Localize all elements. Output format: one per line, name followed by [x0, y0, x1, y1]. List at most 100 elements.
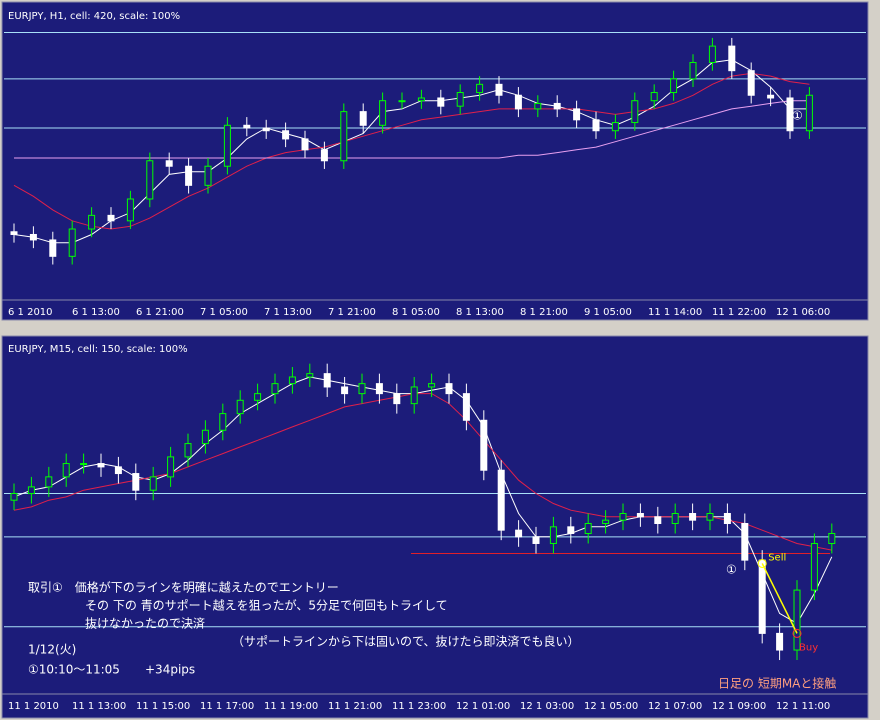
moving-average [14, 100, 810, 159]
annotation: ①10:10～11:05 [28, 663, 120, 677]
chart-title: EURJPY, H1, cell: 420, scale: 100% [8, 11, 180, 22]
candle-body [49, 239, 57, 257]
candle-body [223, 124, 231, 167]
candle-body [532, 536, 540, 544]
candle-body [358, 383, 366, 395]
candle-body [201, 429, 209, 445]
candle-body [671, 513, 679, 525]
candle-body [320, 149, 328, 162]
candle-body [437, 97, 445, 107]
annotation: 日足の 短期MAと接触 [718, 676, 836, 691]
candle-body [323, 373, 331, 388]
candle-body [262, 127, 270, 132]
candle-body [670, 78, 678, 94]
x-tick-label: 11 1 19:00 [264, 701, 318, 712]
candle-body [114, 466, 122, 475]
candle-body [243, 124, 251, 129]
candle-body [236, 399, 244, 415]
candle-body [654, 516, 662, 525]
candle-body [462, 393, 470, 421]
sell-marker [757, 558, 767, 568]
x-tick-label: 11 1 14:00 [648, 307, 702, 318]
candle-body [282, 130, 290, 140]
x-tick-label: 7 1 05:00 [200, 307, 248, 318]
candle-body [10, 231, 18, 235]
candle-body [398, 100, 406, 103]
candle-body [747, 70, 755, 96]
candle-body [341, 386, 349, 395]
candle-body [758, 559, 766, 634]
candle-body [62, 463, 70, 478]
x-tick-label: 12 1 07:00 [648, 701, 702, 712]
x-tick-label: 6 1 2010 [8, 307, 53, 318]
candle-body [592, 119, 600, 132]
candle-body [456, 92, 464, 107]
candle-body [165, 160, 173, 167]
x-tick-label: 8 1 13:00 [456, 307, 504, 318]
annotation: その 下の 青のサポート越えを狙ったが、5分足で何回もトライして [85, 598, 448, 613]
plots: 6 1 2010 6 1 13:00 6 1 21:00 7 1 05:00 7 1 1… [4, 31, 866, 712]
candle-body [417, 97, 425, 102]
x-tick-label: 12 1 05:00 [584, 701, 638, 712]
candle-body [184, 443, 192, 458]
annotation: 抜けなかったので決済 [85, 616, 205, 631]
x-tick-label: 11 1 2010 [8, 701, 59, 712]
candle-body [767, 94, 775, 99]
candle-body [611, 122, 619, 132]
candle-body [650, 92, 658, 102]
candle-body [97, 463, 105, 468]
x-tick-label: 12 1 11:00 [776, 701, 830, 712]
candle-body [167, 456, 175, 478]
candle-body [810, 542, 818, 591]
x-tick-label: 9 1 05:00 [584, 307, 632, 318]
candle-body [636, 513, 644, 518]
buy-label: Buy [799, 642, 818, 653]
x-tick-label: 6 1 21:00 [136, 307, 184, 318]
candle-body [476, 83, 484, 94]
candle-body [706, 513, 714, 521]
candle-body [723, 513, 731, 525]
candle-body [359, 111, 367, 126]
buy-marker [792, 628, 802, 638]
candle-body [793, 589, 801, 651]
candle-body [68, 228, 76, 257]
candle-body [204, 165, 212, 186]
annotation: （サポートラインから下は固いので、抜けたら即決済でも良い） [232, 634, 580, 649]
annotation: +34pips [145, 663, 195, 677]
chart-title: EURJPY, M15, cell: 150, scale: 100% [8, 344, 188, 355]
candle-body [288, 376, 296, 385]
candle-body [602, 519, 610, 524]
x-tick-label: 6 1 13:00 [72, 307, 120, 318]
candle-body [619, 513, 627, 521]
candle-body [786, 97, 794, 132]
candle-body [132, 473, 140, 491]
x-tick-label: 12 1 09:00 [712, 701, 766, 712]
candle-body [254, 393, 262, 401]
candle-body [480, 419, 488, 471]
annotation: 取引① 価格が下のラインを明確に越えたのでエントリー [28, 580, 339, 595]
candle-body [379, 100, 387, 126]
panel-h1 [1, 1, 869, 321]
panel-m15 [1, 335, 869, 719]
x-tick-label: 12 1 03:00 [520, 701, 574, 712]
x-tick-label: 7 1 13:00 [264, 307, 312, 318]
candle-body [497, 469, 505, 531]
candle-body [375, 383, 383, 395]
x-tick-label: 11 1 13:00 [72, 701, 126, 712]
candle-body [689, 513, 697, 521]
x-tick-label: 11 1 17:00 [200, 701, 254, 712]
candle-body [126, 198, 134, 222]
x-tick-label: 12 1 06:00 [776, 307, 830, 318]
candle-body [271, 383, 279, 395]
candle-body [631, 100, 639, 124]
annotation: ① [726, 563, 737, 577]
candle-body [689, 61, 697, 80]
candle-body [741, 523, 749, 561]
candle-body [567, 526, 575, 534]
candle-body [149, 476, 157, 491]
candle-body [340, 111, 348, 162]
x-tick-label: 7 1 21:00 [328, 307, 376, 318]
x-tick-label: 11 1 23:00 [392, 701, 446, 712]
candle-body [776, 632, 784, 651]
candle-body [728, 45, 736, 72]
